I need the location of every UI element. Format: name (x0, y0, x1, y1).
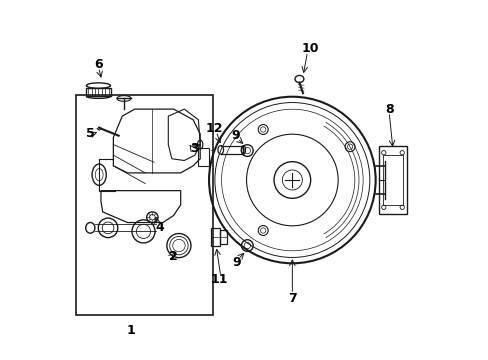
Text: 1: 1 (126, 324, 135, 337)
Bar (198, 148, 209, 166)
Bar (76, 95, 212, 315)
Text: 8: 8 (384, 103, 393, 116)
Bar (382, 155, 403, 205)
Bar (219, 230, 227, 244)
Bar (378, 146, 406, 214)
Text: 7: 7 (287, 292, 296, 305)
Text: 11: 11 (210, 274, 227, 287)
Text: 9: 9 (232, 256, 241, 269)
Text: 12: 12 (205, 122, 223, 135)
Text: 5: 5 (86, 127, 95, 140)
Text: 2: 2 (169, 250, 178, 263)
Bar (210, 228, 219, 246)
Text: 3: 3 (190, 141, 199, 154)
Text: 4: 4 (155, 221, 163, 234)
Text: 6: 6 (94, 58, 102, 71)
Bar (86, 88, 110, 96)
Text: 9: 9 (231, 129, 240, 142)
Text: 10: 10 (301, 42, 318, 55)
